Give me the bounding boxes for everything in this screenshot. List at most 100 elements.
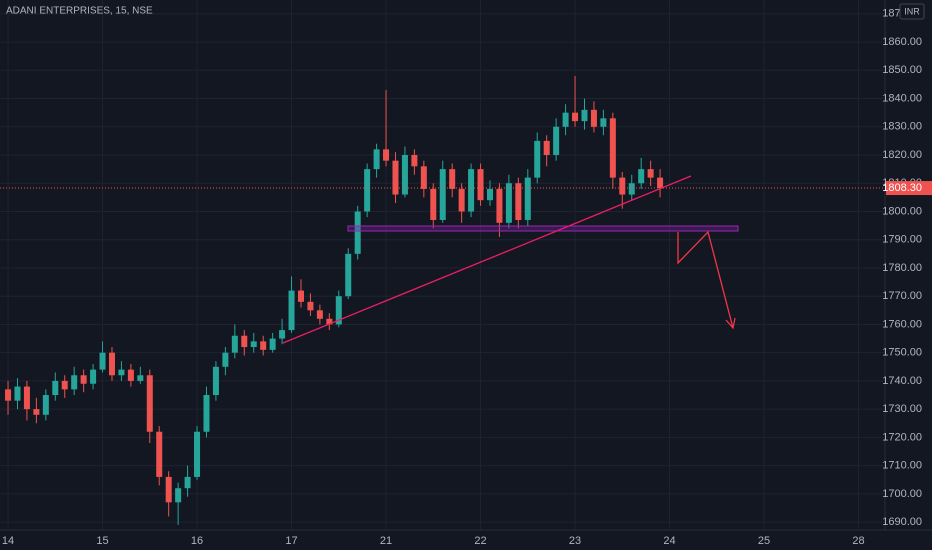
candle-body — [477, 169, 484, 201]
candle-body — [354, 211, 361, 254]
candle-body — [260, 341, 267, 350]
candle-body — [524, 177, 531, 220]
candle-body — [572, 112, 579, 122]
candle-body — [496, 188, 503, 223]
candle-body — [515, 183, 522, 220]
candle-body — [137, 375, 144, 381]
y-tick-label: 1790.00 — [882, 234, 922, 246]
currency: INR — [904, 6, 920, 16]
candle-body — [581, 109, 588, 122]
candle-body — [468, 169, 475, 212]
candle-body — [288, 290, 295, 331]
candle-body — [165, 476, 172, 503]
y-tick-label: 1710.00 — [882, 460, 922, 472]
y-tick-label: 1800.00 — [882, 205, 922, 217]
candle-body — [99, 352, 106, 370]
candle-body — [269, 338, 276, 350]
candle-body — [80, 375, 87, 384]
candle-body — [430, 188, 437, 220]
y-tick-label: 1730.00 — [882, 403, 922, 415]
y-tick-label: 1860.00 — [882, 36, 922, 48]
candle-body — [222, 352, 229, 367]
candle-body — [146, 375, 153, 432]
y-tick-label: 1850.00 — [882, 64, 922, 76]
candle-body — [392, 160, 399, 195]
support-zone — [347, 225, 739, 232]
candle-body — [127, 369, 134, 381]
candle-body — [316, 310, 323, 319]
candle-body — [553, 126, 560, 156]
candle-body — [364, 169, 371, 212]
candle-body — [307, 301, 314, 311]
candle-body — [326, 318, 333, 325]
y-tick-label: 1820.00 — [882, 149, 922, 161]
candle-body — [543, 140, 550, 156]
candle-body — [23, 386, 30, 410]
projection-arrow — [677, 230, 734, 329]
candle-body — [335, 296, 342, 325]
x-tick-label: 15 — [96, 535, 108, 547]
candle-body — [175, 488, 182, 503]
candle-body — [194, 431, 201, 477]
candle-body — [297, 290, 304, 302]
candle-body — [638, 169, 645, 184]
candle-body — [203, 395, 210, 432]
x-tick-label: 25 — [758, 535, 770, 547]
y-tick-label: 1840.00 — [882, 92, 922, 104]
y-tick-label: 1750.00 — [882, 347, 922, 359]
candle-body — [250, 341, 257, 348]
currency-box — [899, 3, 925, 20]
candle-body — [619, 177, 626, 195]
candle-body — [5, 389, 12, 401]
chart-title: ADANI ENTERPRISES, 15, NSE — [6, 6, 153, 17]
axes: 1690.00 1700.00 1710.00 1720.00 1730.00 1740.… — [0, 8, 932, 547]
candle-body — [486, 188, 493, 201]
x-tick-label: 23 — [569, 535, 581, 547]
y-tick-label: 1740.00 — [882, 375, 922, 387]
candle-body — [609, 118, 616, 178]
candle-body — [118, 369, 125, 376]
candle-body — [590, 109, 597, 127]
candle-body — [156, 431, 163, 477]
x-tick-label: 14 — [2, 535, 14, 547]
candle-body — [534, 140, 541, 178]
candle-body — [383, 149, 390, 161]
candle-body — [439, 169, 446, 220]
candle-body — [449, 169, 456, 189]
y-tick-label: 1690.00 — [882, 516, 922, 528]
arrow-head — [725, 317, 736, 330]
candle-body — [373, 149, 380, 170]
candle-body — [458, 188, 465, 212]
candle-body — [420, 166, 427, 189]
candle-body — [505, 183, 512, 223]
candle-body — [108, 352, 115, 376]
x-tick-label: 17 — [285, 535, 297, 547]
candle-body — [411, 155, 418, 167]
y-tick-label: 1780.00 — [882, 262, 922, 274]
trend-line — [282, 175, 692, 344]
x-tick-label: 24 — [663, 535, 675, 547]
candle-body — [279, 330, 286, 339]
candle-body — [71, 375, 78, 390]
x-tick-label: 28 — [852, 535, 864, 547]
x-tick-label: 16 — [191, 535, 203, 547]
candle-body — [241, 335, 248, 348]
candle-body — [401, 155, 408, 195]
y-tick-label: 1700.00 — [882, 488, 922, 500]
candle-body — [212, 366, 219, 396]
candles — [5, 75, 664, 525]
candle-body — [33, 409, 40, 415]
candle-body — [52, 380, 59, 396]
x-tick-label: 21 — [380, 535, 392, 547]
candle-body — [14, 386, 21, 401]
candle-body — [657, 177, 664, 189]
candle-body — [184, 476, 191, 489]
candle-body — [231, 335, 238, 353]
candle-body — [42, 395, 49, 415]
candle-body — [90, 369, 97, 384]
y-tick-label: 1760.00 — [882, 318, 922, 330]
y-tick-label: 1770.00 — [882, 290, 922, 302]
